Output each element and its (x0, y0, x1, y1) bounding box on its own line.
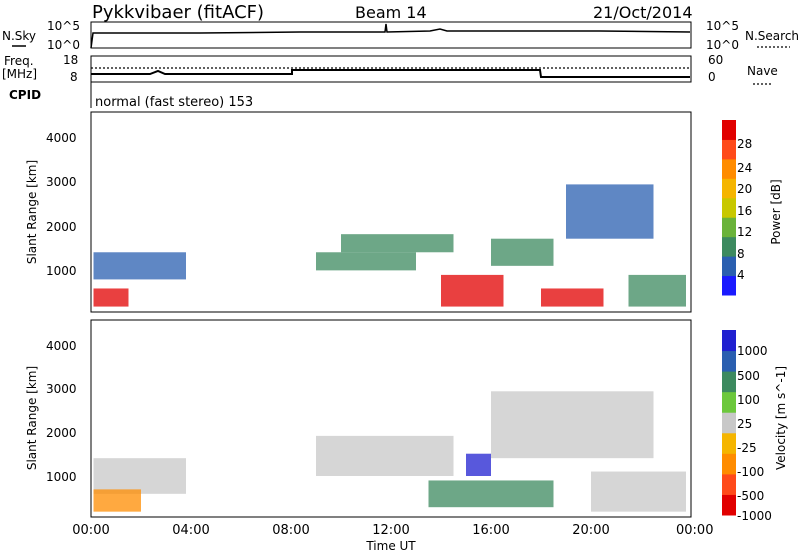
velocity-ytick-2000: 2000 (46, 426, 77, 440)
power-echo-3 (341, 234, 454, 253)
nsky-label: N.Sky (2, 29, 36, 43)
x-axis: 00:00 04:00 08:00 12:00 16:00 20:00 00:0… (72, 523, 713, 553)
power-cbar-swatch-5 (722, 217, 736, 238)
power-echo-2 (316, 252, 416, 271)
velocity-cbar-swatch-3 (722, 391, 736, 413)
xtick-2400: 00:00 (676, 523, 713, 538)
power-cbar-swatch-7 (722, 256, 736, 277)
nave-label: Nave (747, 64, 778, 78)
power-cbar-swatch-8 (722, 275, 736, 296)
power-cbar-swatch-4 (722, 197, 736, 218)
power-echo-7 (566, 184, 654, 239)
freq-unit: [MHz] (2, 67, 37, 81)
power-echo-8 (628, 274, 686, 307)
velocity-echo-5 (491, 391, 654, 459)
velocity-cbar-tick-100: 100 (737, 393, 760, 407)
power-ytick-3000: 3000 (46, 175, 77, 189)
power-cbar-label: Power [dB] (769, 179, 783, 244)
date-label: 21/Oct/2014 (593, 3, 693, 22)
velocity-echo-6 (591, 471, 686, 512)
velocity-panel: Slant Range [km] 4000 3000 2000 1000 (25, 319, 692, 518)
power-panel: Slant Range [km] 4000 3000 2000 1000 (25, 111, 692, 313)
velocity-ylabel: Slant Range [km] (25, 366, 39, 470)
velocity-cbar-swatch-8 (722, 494, 736, 516)
velocity-cbar-swatch-2 (722, 371, 736, 393)
power-cbar-tick-12: 12 (737, 225, 752, 239)
power-cbar-tick-28: 28 (737, 137, 752, 151)
xtick-1200: 12:00 (372, 523, 409, 538)
freq-tick-bottom: 8 (70, 70, 78, 84)
nsearch-tick-top: 10^5 (706, 19, 739, 33)
power-cbar-tick-16: 16 (737, 204, 752, 218)
figure-title: Pykkvibaer (fitACF) (92, 2, 264, 23)
velocity-cbar-tick-1000: 1000 (737, 344, 768, 358)
power-echo-6 (541, 288, 604, 307)
power-cbar-swatch-0 (722, 120, 736, 140)
velocity-cbar-swatch-7 (722, 473, 736, 495)
velocity-cbar-swatch-5 (722, 432, 736, 454)
velocity-colorbar: 1000 500 100 25 -25 -100 -500 -1000 Velo… (722, 330, 788, 523)
xtick-2000: 20:00 (572, 523, 609, 538)
power-cbar-tick-4: 4 (737, 268, 745, 282)
velocity-cbar-swatch-1 (722, 350, 736, 372)
power-echo-4 (441, 274, 504, 307)
power-echo-0 (93, 252, 186, 280)
nsky-panel: N.Sky 10^5 10^0 N.Search 10^5 10^0 (2, 19, 799, 52)
velocity-cbar-swatch-6 (722, 453, 736, 475)
cpid-text: normal (fast stereo) 153 (95, 95, 253, 110)
velocity-cbar-tick-neg25: -25 (737, 441, 757, 455)
freq-panel: Freq. [MHz] 18 8 Nave 60 0 (2, 53, 778, 85)
xtick-0400: 04:00 (172, 523, 209, 538)
velocity-echo-4 (466, 453, 491, 476)
power-colorbar: 28 24 20 16 12 8 4 Power [dB] (722, 120, 783, 296)
velocity-ytick-4000: 4000 (46, 339, 77, 353)
velocity-cbar-tick-neg100: -100 (737, 465, 764, 479)
nave-tick-top: 60 (708, 53, 723, 67)
power-echo-1 (93, 288, 129, 307)
velocity-cbar-tick-25: 25 (737, 417, 752, 431)
power-cbar-swatch-3 (722, 178, 736, 199)
freq-tick-top: 18 (63, 53, 78, 67)
freq-trace (91, 69, 690, 78)
power-cbar-swatch-2 (722, 158, 736, 179)
xtick-1600: 16:00 (472, 523, 509, 538)
power-ylabel: Slant Range [km] (25, 160, 39, 264)
power-cbar-swatch-1 (722, 139, 736, 160)
velocity-cbar-swatch-4 (722, 412, 736, 434)
power-cbar-tick-8: 8 (737, 247, 745, 261)
cpid-label: CPID (9, 88, 41, 102)
power-cbar-swatch-6 (722, 236, 736, 257)
x-axis-label: Time UT (365, 539, 416, 553)
power-cbar-tick-20: 20 (737, 182, 752, 196)
xtick-0800: 08:00 (272, 523, 309, 538)
velocity-ytick-1000: 1000 (46, 470, 77, 484)
velocity-echo-0 (93, 458, 186, 494)
power-echo-5 (491, 238, 554, 266)
freq-label: Freq. (4, 54, 34, 68)
nsky-trace (90, 23, 691, 49)
velocity-cbar-tick-neg500: -500 (737, 489, 764, 503)
velocity-cbar-tick-500: 500 (737, 369, 760, 383)
velocity-ytick-3000: 3000 (46, 382, 77, 396)
velocity-echo-1 (93, 489, 141, 512)
power-ytick-4000: 4000 (46, 131, 77, 145)
power-ytick-1000: 1000 (46, 264, 77, 278)
velocity-echo-3 (428, 480, 554, 508)
velocity-cbar-swatch-0 (722, 330, 736, 352)
power-cbar-tick-24: 24 (737, 161, 752, 175)
nsearch-label: N.Search (745, 29, 799, 43)
nsearch-tick-bottom: 10^0 (706, 38, 739, 52)
velocity-cbar-tick-neg1000: -1000 (737, 509, 772, 523)
power-ytick-2000: 2000 (46, 220, 77, 234)
cpid-row: CPID normal (fast stereo) 153 (9, 82, 253, 110)
nsky-tick-bottom: 10^0 (47, 38, 80, 52)
beam-label: Beam 14 (355, 3, 427, 22)
velocity-cbar-label: Velocity [m s^-1] (774, 366, 788, 470)
velocity-echo-2 (316, 435, 454, 476)
xtick-0000: 00:00 (72, 523, 109, 538)
nave-tick-bottom: 0 (708, 70, 716, 84)
nsky-tick-top: 10^5 (47, 19, 80, 33)
